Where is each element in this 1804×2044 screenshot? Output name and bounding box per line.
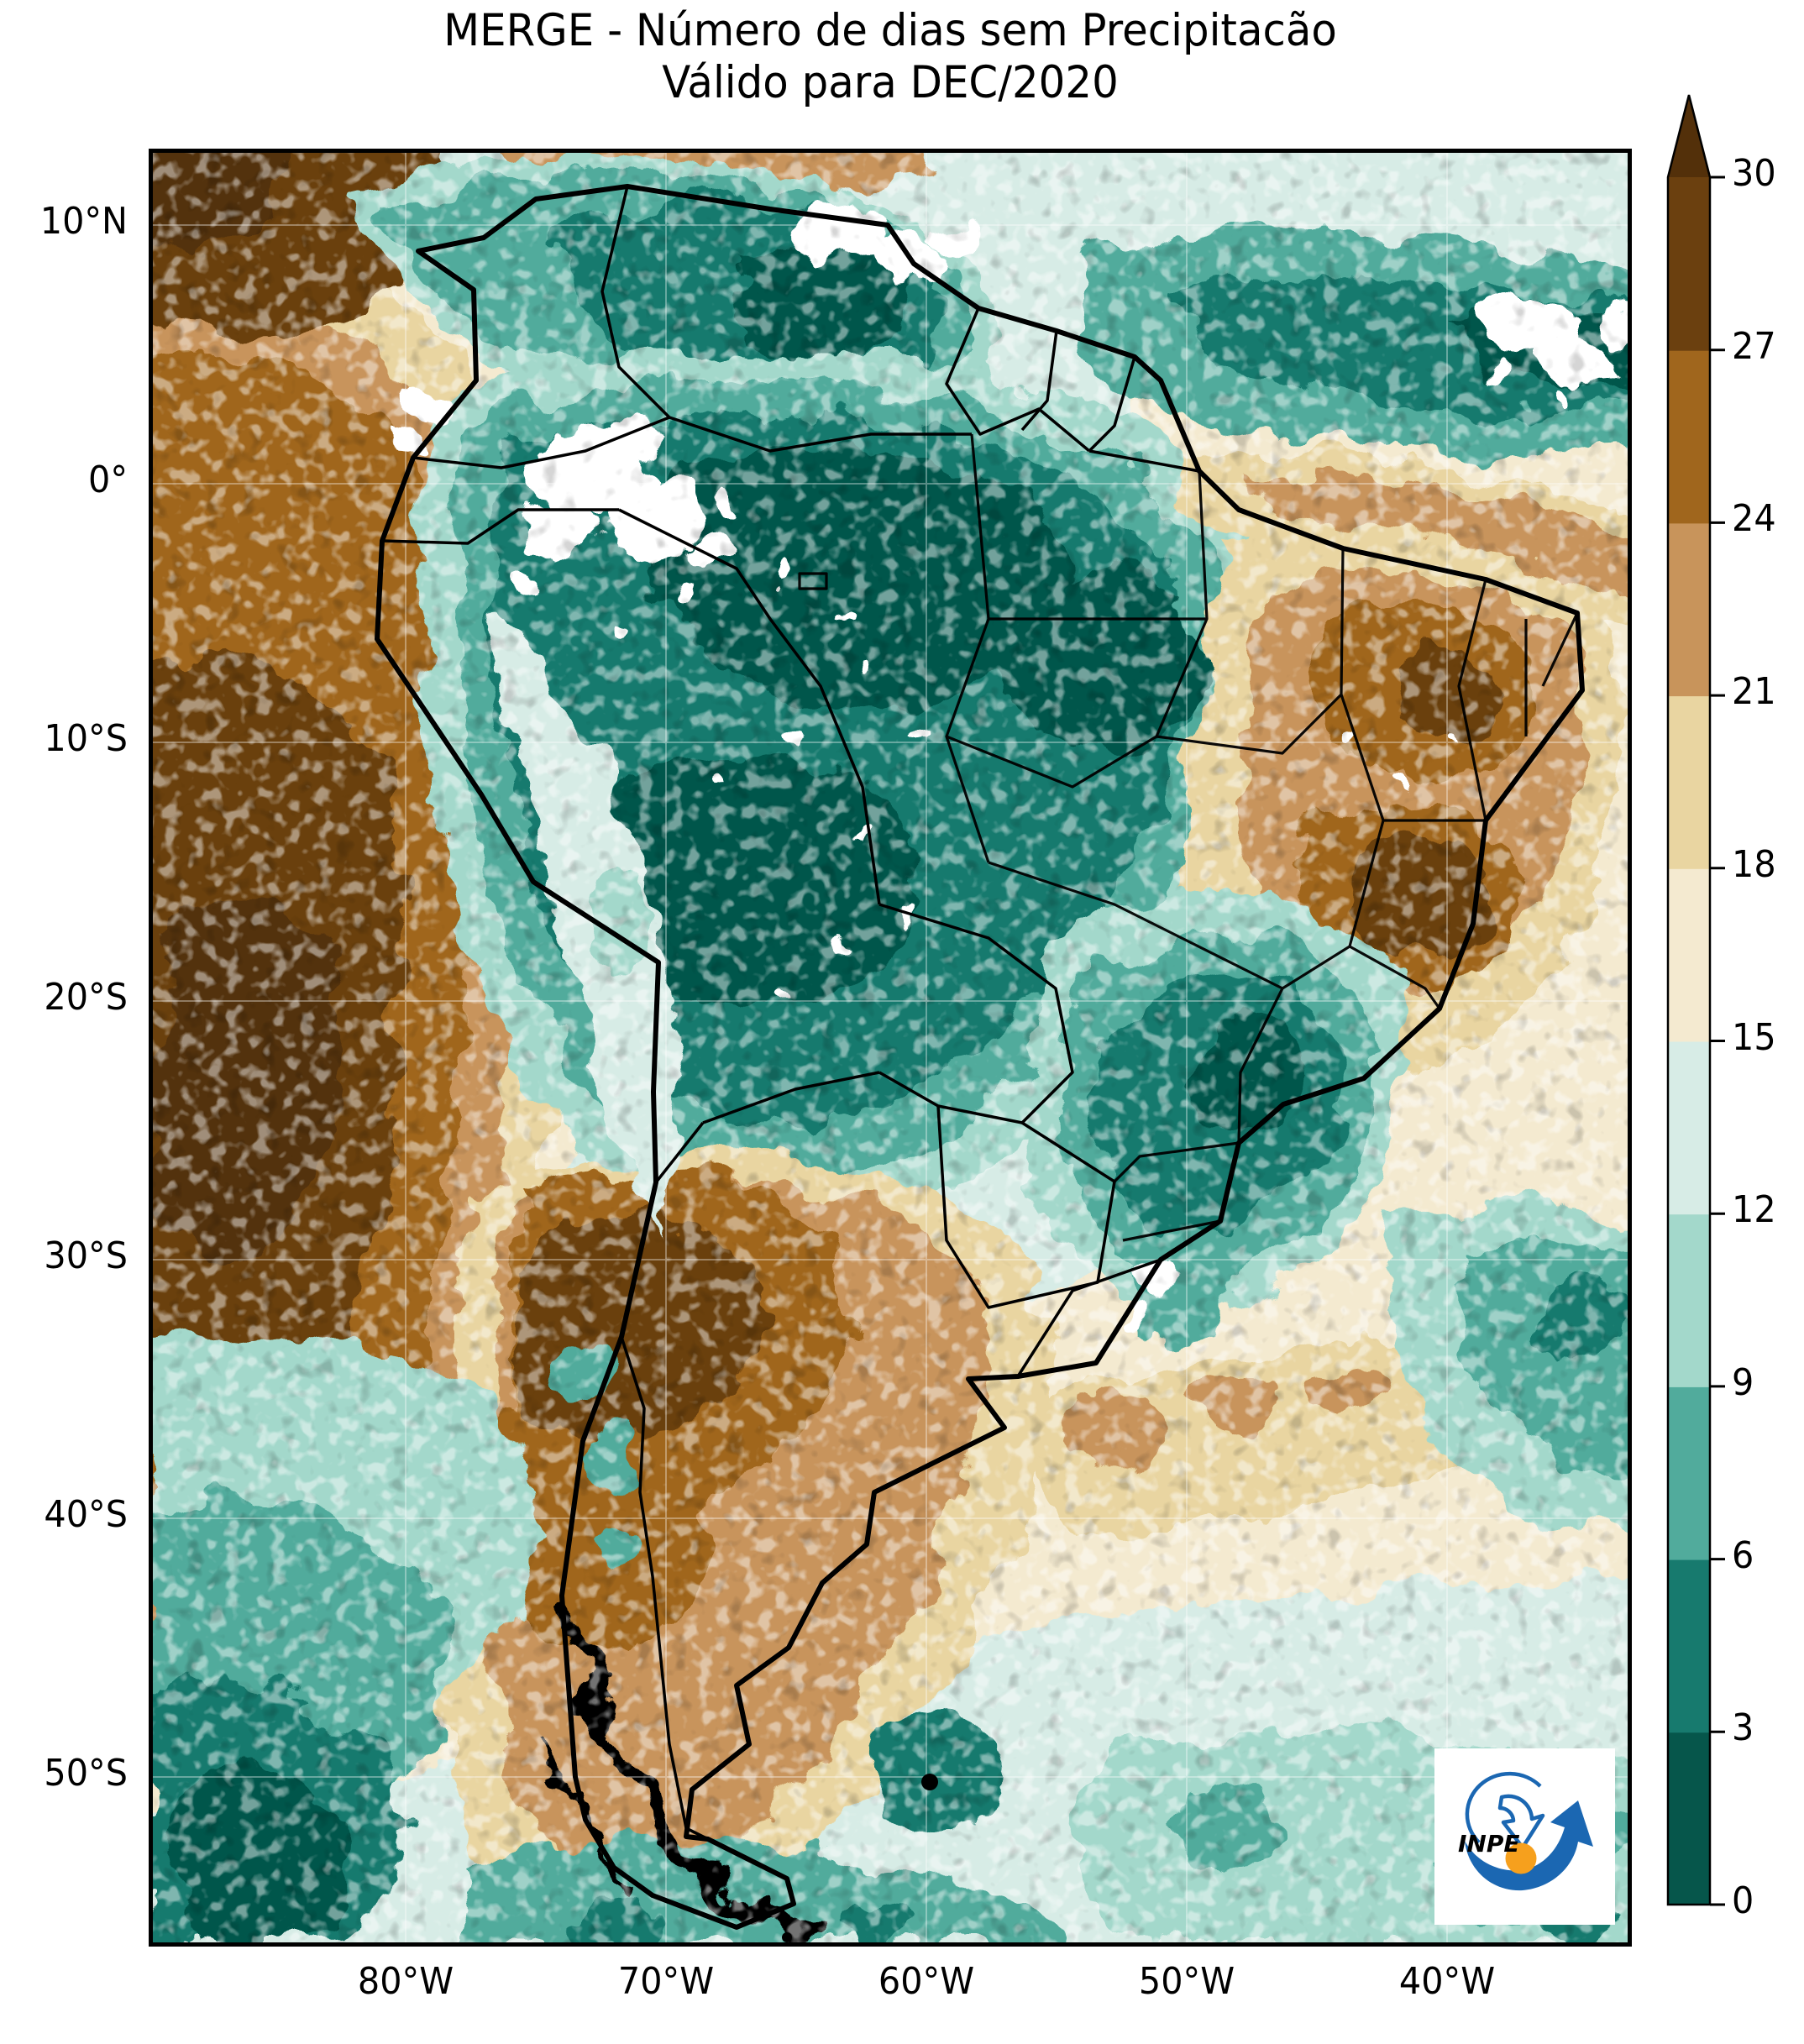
colorbar-tick-label: 18 [1732,842,1776,886]
colorbar-segment [1668,1213,1710,1387]
colorbar-segment [1668,867,1710,1042]
figure-title: MERGE - Número de dias sem Precipitacão … [193,5,1587,109]
colorbar-over-arrow [1668,95,1710,177]
map-canvas [149,149,1632,1947]
colorbar-segment [1668,1040,1710,1215]
colorbar-segment [1668,1386,1710,1560]
lat-tick-label: 50°S [44,1752,128,1795]
colorbar-tick-label: 12 [1732,1188,1776,1232]
lat-tick-label: 0° [87,459,128,501]
colorbar-tick-label: 0 [1732,1879,1754,1922]
colorbar-segment [1668,695,1710,869]
colorbar-segment [1668,1559,1710,1733]
colorbar [1666,94,1725,1906]
lon-tick-label: 60°W [878,1960,975,2003]
colorbar-tick-label: 9 [1732,1360,1754,1404]
colorbar-tick-label: 24 [1732,497,1776,541]
logo-orange-sphere [1505,1842,1537,1874]
colorbar-tick-label: 30 [1732,152,1776,195]
dark-speckle-texture [149,149,1632,1947]
lat-tick-label: 30°S [44,1234,128,1277]
lon-tick-label: 40°W [1398,1960,1496,2003]
lon-tick-label: 80°W [357,1960,454,2003]
south-america-map [149,149,1632,1947]
logo-swoosh-arrow [1465,1800,1593,1891]
colorbar-tick-label: 3 [1732,1706,1754,1750]
colorbar-tick-label: 15 [1732,1015,1776,1059]
logo-text: INPE [1458,1830,1520,1858]
lon-tick-label: 70°W [617,1960,715,2003]
colorbar-tick-label: 21 [1732,670,1776,714]
lat-tick-label: 20°S [44,976,128,1019]
lat-tick-label: 40°S [44,1493,128,1536]
logo-orbit-arc [1465,1771,1542,1844]
lon-tick-label: 50°W [1138,1960,1235,2003]
coastline-borders [375,184,1585,1942]
inpe-logo-box: INPE [1434,1748,1615,1925]
lat-tick-label: 10°N [39,200,128,243]
map-frame [149,149,1632,1947]
title-line-1: MERGE - Número de dias sem Precipitacão [443,5,1337,56]
colorbar-segment [1668,1732,1710,1905]
graticule [149,149,1632,1947]
logo-down-arrow [1497,1794,1545,1850]
inpe-logo: INPE [1458,1771,1593,1891]
colorbar-outline [1666,94,1712,1906]
colorbar-segment [1668,349,1710,524]
colorbar-tick-label: 27 [1732,324,1776,368]
colorbar-segment [1668,177,1710,351]
colorbar-tick-label: 6 [1732,1533,1754,1577]
title-line-2: Válido para DEC/2020 [662,57,1119,108]
lat-tick-label: 10°S [44,717,128,760]
colorbar-segment [1668,522,1710,697]
